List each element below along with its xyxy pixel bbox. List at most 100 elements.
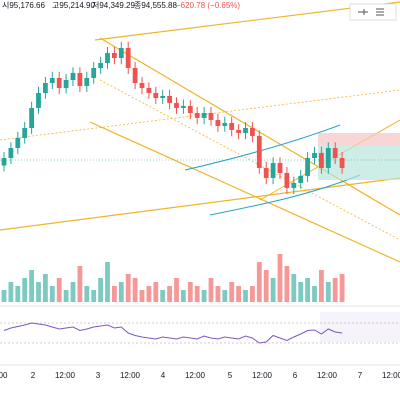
- candle-body: [8, 147, 14, 158]
- x-tick-label: 12:00: [55, 371, 76, 380]
- candle-body: [91, 68, 97, 78]
- candle-body: [222, 122, 228, 126]
- open: 시95,176.66: [2, 1, 46, 10]
- volume-bar: [132, 278, 138, 302]
- candle-body: [256, 135, 262, 168]
- candle-body: [319, 152, 324, 168]
- x-tick-label: 12:00: [185, 371, 206, 380]
- candle-body: [63, 80, 69, 88]
- low: 저94,349.29: [92, 1, 136, 10]
- candle-body: [187, 105, 193, 113]
- volume-bar: [194, 286, 200, 302]
- volume-bar: [187, 282, 193, 302]
- candle-body: [291, 182, 297, 188]
- x-tick-label: 6: [293, 371, 298, 380]
- volume-bar: [181, 290, 186, 302]
- x-tick-label: 12:00: [120, 371, 141, 380]
- candle-body: [270, 162, 276, 178]
- rsi-line: [3, 322, 343, 344]
- volume-bar: [118, 282, 124, 302]
- change: −620.78 (−0.65%): [176, 1, 240, 10]
- candle-body: [98, 62, 103, 68]
- volume-bar: [36, 282, 41, 302]
- volume-bar: [153, 282, 159, 302]
- candle-body: [70, 72, 76, 80]
- volume-bar: [167, 286, 172, 302]
- candle-body: [153, 92, 159, 98]
- candle-body: [36, 92, 41, 108]
- candle-body: [208, 113, 214, 120]
- candle-body: [146, 87, 152, 93]
- volume-bar: [319, 270, 324, 302]
- candle-body: [250, 128, 255, 136]
- volume-bar: [70, 282, 76, 302]
- volume-bar: [236, 286, 241, 302]
- rsi-pane: [0, 322, 400, 344]
- candle-body: [277, 162, 283, 173]
- volume-bar: [284, 266, 290, 302]
- x-tick-label: 12:00: [252, 371, 273, 380]
- candle-body: [284, 173, 290, 188]
- volume-bar: [112, 286, 117, 302]
- candle-body: [215, 119, 221, 126]
- volume-bar: [49, 286, 55, 302]
- candle-body: [77, 72, 83, 86]
- candle-body: [29, 107, 34, 128]
- volume-bar: [312, 286, 317, 302]
- x-tick-label: 12:00: [317, 371, 338, 380]
- candle-body: [56, 77, 62, 88]
- candle-body: [236, 129, 241, 133]
- volume-bar: [256, 262, 262, 302]
- candle-body: [105, 53, 110, 63]
- volumes: [1, 254, 345, 302]
- drawings: [0, 1, 400, 342]
- candles: [1, 41, 345, 194]
- candle-body: [15, 137, 21, 148]
- volume-bar: [298, 282, 304, 302]
- volume-bar: [277, 254, 283, 302]
- close: 종94,555.88: [134, 1, 178, 10]
- high: 고95,214.90: [52, 1, 96, 10]
- volume-bar: [125, 274, 131, 302]
- x-tick-label: 3: [96, 371, 101, 380]
- x-tick-label: 12:00: [382, 371, 400, 380]
- volume-bar: [222, 290, 228, 302]
- x-tick-label: 4: [161, 371, 166, 380]
- candle-body: [43, 83, 48, 93]
- candle-body: [139, 83, 145, 88]
- volume-bar: [263, 270, 269, 302]
- candle-body: [174, 102, 179, 108]
- volume-bar: [77, 266, 83, 302]
- candle-body: [167, 95, 172, 103]
- x-axis: 00 2 12:00 3 12:00 4 12:00 5 12:00 6 12:00 7 12:00: [0, 371, 400, 380]
- volume-bar: [84, 286, 90, 302]
- header: 시95,176.66 고95,214.90 저94,349.29 종94,555…: [2, 1, 240, 10]
- volume-bar: [243, 290, 248, 302]
- volume-bar: [98, 278, 103, 302]
- candle-body: [229, 122, 235, 130]
- volume-bar: [160, 290, 166, 302]
- candle-body: [194, 113, 200, 118]
- volume-bar: [43, 274, 48, 302]
- volume-bar: [229, 282, 235, 302]
- x-tick-label: 5: [228, 371, 233, 380]
- candle-body: [298, 175, 304, 183]
- candle-body: [339, 158, 345, 168]
- volume-bar: [15, 286, 21, 302]
- volume-bar: [8, 282, 14, 302]
- candle-body: [112, 53, 117, 59]
- candle-body: [160, 95, 166, 98]
- toolbar[interactable]: [349, 3, 397, 21]
- candle-body: [1, 158, 7, 166]
- volume-bar: [29, 270, 34, 302]
- candle-body: [49, 77, 55, 83]
- volume-bar: [139, 290, 145, 302]
- x-tick-label: 7: [358, 371, 363, 380]
- candle-body: [243, 128, 248, 133]
- volume-bar: [174, 278, 179, 302]
- volume-bar: [63, 290, 69, 302]
- volume-bar: [215, 286, 221, 302]
- volume-bar: [305, 278, 310, 302]
- candle-body: [312, 152, 317, 158]
